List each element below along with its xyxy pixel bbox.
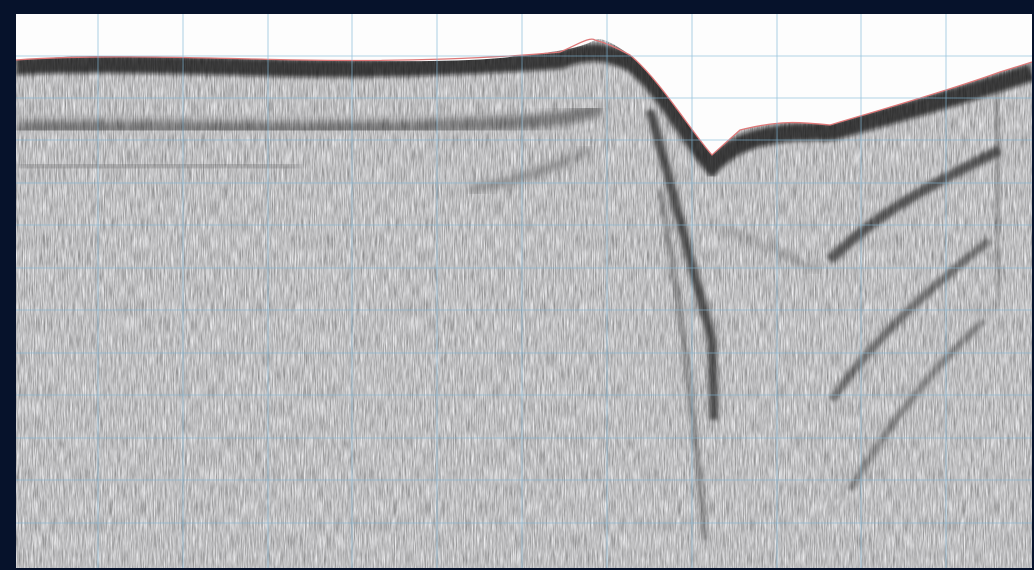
profile-view [0, 0, 1034, 570]
radargram [16, 14, 1032, 568]
